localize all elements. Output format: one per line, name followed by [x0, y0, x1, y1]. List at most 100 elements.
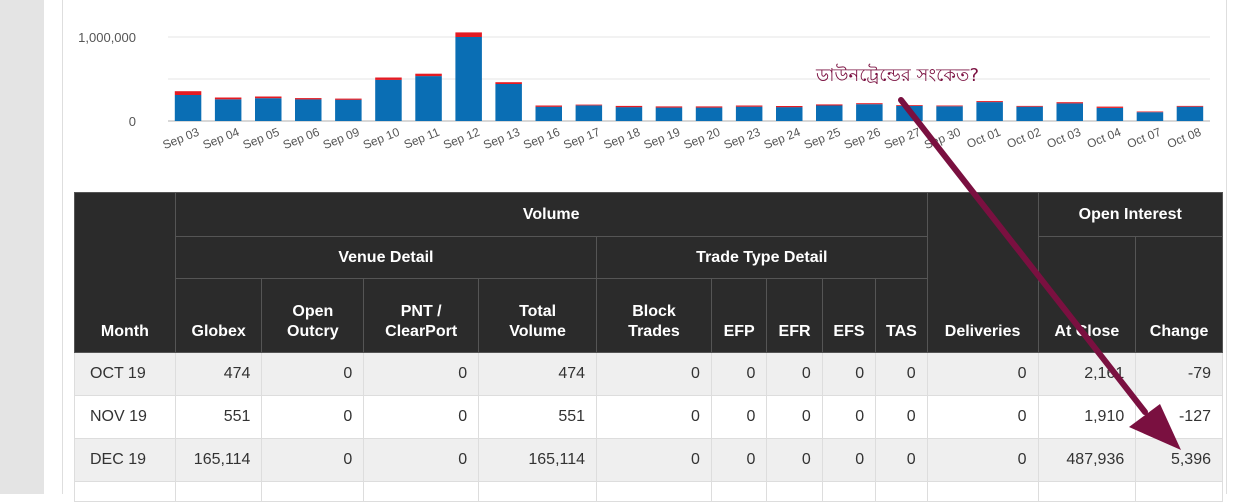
table-cell: [1037, 481, 1137, 502]
bar-oct-04-s1: [1096, 106, 1124, 108]
bar-oct-07-s1: [1136, 111, 1164, 113]
bar-sep-18-s1: [615, 105, 643, 108]
month-cell: NOV 19: [74, 395, 176, 439]
table-cell: -127: [1135, 395, 1223, 439]
table-cell: 0: [926, 395, 1039, 439]
bar-oct-03-s1: [1056, 102, 1083, 104]
table-cell: 1,910: [1037, 395, 1137, 439]
x-label-sep-27: Sep 27: [882, 125, 923, 152]
bar-sep-30-s0: [936, 106, 963, 121]
bar-sep-03-s0: [174, 95, 202, 121]
table-cell: 0: [766, 395, 823, 439]
table-cell: [926, 481, 1039, 502]
table-cell: [1135, 481, 1223, 502]
x-label-sep-12: Sep 12: [441, 125, 482, 152]
bar-sep-27-s0: [896, 105, 923, 121]
x-label-sep-19: Sep 19: [642, 125, 683, 152]
x-label-oct-07: Oct 07: [1125, 125, 1163, 151]
table-cell: 0: [596, 395, 712, 439]
table-cell: 0: [363, 395, 480, 439]
table-cell: [596, 481, 712, 502]
table-cell: 551: [174, 395, 263, 439]
table-cell: [821, 481, 877, 502]
table-cell: [261, 481, 365, 502]
header-open-interest: Open Interest: [1037, 192, 1223, 237]
table-cell: [174, 481, 263, 502]
x-label-sep-06: Sep 06: [281, 125, 322, 152]
bar-sep-27-s1: [896, 105, 923, 106]
x-label-oct-02: Oct 02: [1005, 125, 1043, 151]
bar-oct-07-s0: [1136, 112, 1164, 121]
table-cell: 551: [478, 395, 598, 439]
table-cell: 0: [766, 352, 823, 396]
x-label-sep-04: Sep 04: [201, 125, 242, 152]
volume-bar-chart: 1,000,000 0 Sep 03 Sep 04 Sep 05 Sep 06 Sep …: [78, 30, 1210, 152]
annotation-text: ডাউনট্রেন্ডের সংকেত?: [816, 65, 979, 86]
table-cell: [363, 481, 480, 502]
table-cell: 0: [261, 438, 365, 482]
table-cell: 0: [821, 395, 877, 439]
x-label-sep-24: Sep 24: [762, 125, 803, 152]
table-cell: 0: [596, 438, 712, 482]
bar-sep-06-s1: [295, 98, 322, 100]
table-cell: 165,114: [174, 438, 263, 482]
x-label-sep-17: Sep 17: [561, 125, 602, 152]
table-cell: 0: [261, 395, 365, 439]
header-pnt-clearport: PNT / ClearPort: [363, 278, 480, 353]
bar-sep-16-s1: [535, 105, 562, 107]
x-label-sep-18: Sep 18: [602, 125, 643, 152]
table-cell: 0: [926, 352, 1039, 396]
table-cell: 0: [261, 352, 365, 396]
bar-sep-25-s1: [816, 104, 843, 106]
header-at-close: At Close: [1037, 236, 1137, 353]
bar-sep-09-s0: [335, 99, 362, 121]
bar-sep-17-s0: [575, 105, 603, 121]
table-row: DEC 19 165,114 0 0 165,114 0 0 0 0 0 0 487,936 5,396: [74, 438, 1223, 482]
bar-sep-04-s1: [214, 97, 242, 100]
x-label-sep-11: Sep 11: [402, 125, 442, 152]
table-cell: 0: [926, 438, 1039, 482]
table-cell: 0: [875, 395, 928, 439]
table-row: NOV 19 551 0 0 551 0 0 0 0 0 0 1,910 -127: [74, 395, 1223, 439]
bar-sep-19-s1: [655, 106, 683, 108]
content-border-left: [62, 0, 63, 494]
x-label-oct-04: Oct 04: [1085, 125, 1123, 151]
table-cell: 0: [363, 352, 480, 396]
bar-sep-10-s1: [375, 77, 402, 80]
volume-table: Month Volume Deliveries Open Interest Ve…: [74, 192, 1223, 502]
bar-sep-16-s0: [535, 106, 562, 121]
bar-oct-08-s0: [1176, 106, 1204, 121]
table-cell: 487,936: [1037, 438, 1137, 482]
bar-sep-25-s0: [816, 105, 843, 121]
table-cell: 0: [710, 438, 768, 482]
bar-oct-03-s0: [1056, 103, 1083, 121]
bar-sep-09-s1: [335, 98, 362, 100]
table-cell: 165,114: [478, 438, 598, 482]
table-cell: 0: [710, 352, 768, 396]
bar-sep-19-s0: [655, 107, 683, 121]
x-label-sep-13: Sep 13: [481, 125, 522, 152]
header-change: Change: [1135, 236, 1223, 353]
table-cell: 474: [478, 352, 598, 396]
x-label-sep-16: Sep 16: [521, 125, 562, 152]
month-cell: DEC 19: [74, 438, 176, 482]
bar-sep-10-s0: [375, 79, 402, 121]
bar-sep-12-s1: [455, 32, 482, 37]
header-venue-detail: Venue Detail: [174, 236, 598, 279]
table-cell: 0: [875, 438, 928, 482]
bar-sep-05-s0: [255, 98, 282, 121]
table-row: OCT 19 474 0 0 474 0 0 0 0 0 0 2,161 -79: [74, 352, 1223, 396]
bar-oct-01-s1: [976, 101, 1003, 103]
table-cell: 0: [710, 395, 768, 439]
bar-sep-11-s0: [415, 76, 442, 121]
bar-sep-26-s1: [856, 103, 883, 105]
table-cell: [74, 481, 176, 502]
x-label-sep-25: Sep 25: [802, 125, 843, 152]
x-label-sep-26: Sep 26: [842, 125, 883, 152]
header-globex: Globex: [174, 278, 263, 353]
x-label-oct-01: Oct 01: [965, 125, 1003, 151]
table-cell: 0: [766, 438, 823, 482]
table-cell: 0: [363, 438, 480, 482]
bar-oct-04-s0: [1096, 108, 1124, 121]
y-tick-0: 0: [129, 114, 136, 129]
